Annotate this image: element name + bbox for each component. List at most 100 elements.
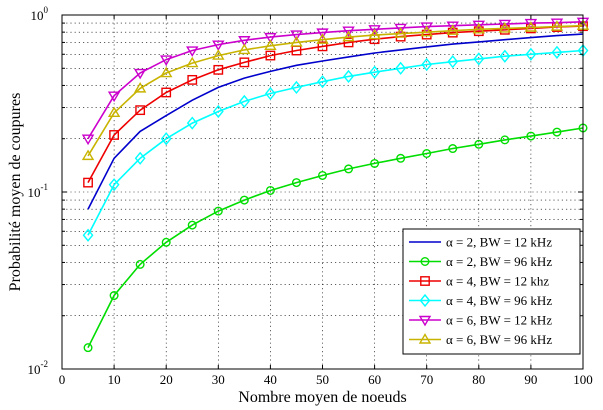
data-point (212, 40, 225, 52)
data-point (265, 185, 275, 195)
data-point (264, 86, 276, 101)
data-point (186, 116, 198, 130)
data-point (159, 66, 173, 78)
data-point (160, 132, 172, 146)
data-point (135, 259, 145, 269)
data-point (550, 20, 564, 31)
data-point (525, 47, 537, 61)
series-2 (83, 123, 588, 353)
data-point (238, 43, 251, 55)
data-point (290, 36, 303, 47)
data-point (238, 36, 251, 47)
legend-box (402, 228, 581, 355)
legend-item: α = 4, BW = 12 khz (409, 274, 549, 289)
x-tick-label: 50 (316, 372, 329, 387)
data-point (239, 57, 250, 68)
legend-item: α = 6, BW = 96 kHz (409, 332, 552, 347)
data-point (473, 52, 485, 66)
legend-swatch-marker (419, 293, 431, 308)
data-point (498, 19, 512, 31)
data-point (187, 74, 198, 85)
x-tick-label: 70 (420, 372, 433, 387)
data-point (342, 30, 355, 42)
x-tick-label: 90 (524, 372, 537, 387)
legend-label: α = 2, BW = 12 kHz (446, 235, 552, 250)
series-line (87, 24, 584, 157)
data-point (186, 56, 199, 68)
data-point (318, 170, 328, 180)
data-point (370, 158, 380, 168)
data-point (368, 28, 381, 40)
data-point (81, 134, 95, 146)
legend-item: α = 6, BW = 12 kHz (409, 313, 552, 328)
data-point (107, 106, 121, 118)
data-point (212, 104, 224, 119)
series-line (87, 33, 584, 210)
data-point (422, 149, 432, 159)
data-point (447, 55, 459, 69)
x-axis-label: Nombre moyen de noeuds (238, 389, 406, 406)
data-point (213, 64, 224, 75)
data-point (369, 65, 381, 79)
data-point (161, 87, 172, 98)
series-4 (82, 43, 589, 242)
data-point (316, 28, 329, 40)
x-tick-label: 20 (160, 372, 173, 387)
data-point (107, 91, 121, 103)
data-point (344, 164, 354, 174)
legend-swatch-marker (420, 276, 430, 286)
data-point (83, 177, 93, 188)
legend-item: α = 2, BW = 96 kHz (409, 254, 552, 269)
data-point (526, 131, 536, 141)
data-point (108, 178, 120, 192)
data-point (238, 94, 250, 109)
data-point (133, 81, 147, 93)
data-point (133, 68, 147, 80)
data-point (161, 237, 171, 247)
legend: α = 2, BW = 12 kHz α = 2, BW = 96 kHz α = … (402, 228, 581, 355)
x-tick-label: 80 (472, 372, 485, 387)
data-point (317, 41, 328, 52)
y-tick-label: 10-2 (28, 359, 49, 377)
data-point (134, 151, 146, 165)
series-5 (81, 17, 590, 146)
data-point (550, 18, 564, 30)
legend-swatch-marker (418, 315, 432, 327)
data-point (213, 206, 223, 216)
y-tick-label: 100 (31, 5, 49, 23)
data-point (109, 130, 120, 140)
data-point (552, 127, 562, 137)
series-6 (81, 19, 590, 161)
data-point (524, 18, 538, 30)
data-point (395, 61, 407, 75)
data-point (212, 49, 225, 60)
data-point (368, 25, 381, 36)
x-tick-label: 10 (108, 372, 121, 387)
data-point (551, 45, 563, 59)
data-point (343, 69, 354, 83)
data-point (290, 30, 303, 41)
data-point (82, 228, 94, 242)
data-point (264, 39, 277, 50)
data-point (499, 49, 511, 63)
legend-swatch-marker (420, 257, 430, 267)
data-point (394, 23, 407, 35)
legend-label: α = 6, BW = 12 kHz (446, 313, 552, 328)
x-tick-label: 40 (264, 372, 277, 387)
data-point (239, 195, 249, 205)
data-point (396, 153, 406, 163)
data-point (420, 25, 433, 37)
axis-ticks: 0 10 20 30 40 50 60 70 80 90 100 10-2 10-1 100 (28, 5, 593, 387)
data-point (472, 20, 486, 32)
x-tick-label: 30 (212, 372, 225, 387)
data-point (448, 144, 458, 154)
data-point (109, 291, 119, 301)
legend-label: α = 6, BW = 96 kHz (446, 332, 552, 347)
legend-label: α = 4, BW = 96 kHz (446, 293, 552, 308)
data-point (291, 80, 302, 94)
data-point (500, 135, 510, 145)
data-point (159, 55, 173, 66)
data-point (317, 75, 328, 89)
legend-item: α = 2, BW = 12 kHz (409, 235, 552, 250)
